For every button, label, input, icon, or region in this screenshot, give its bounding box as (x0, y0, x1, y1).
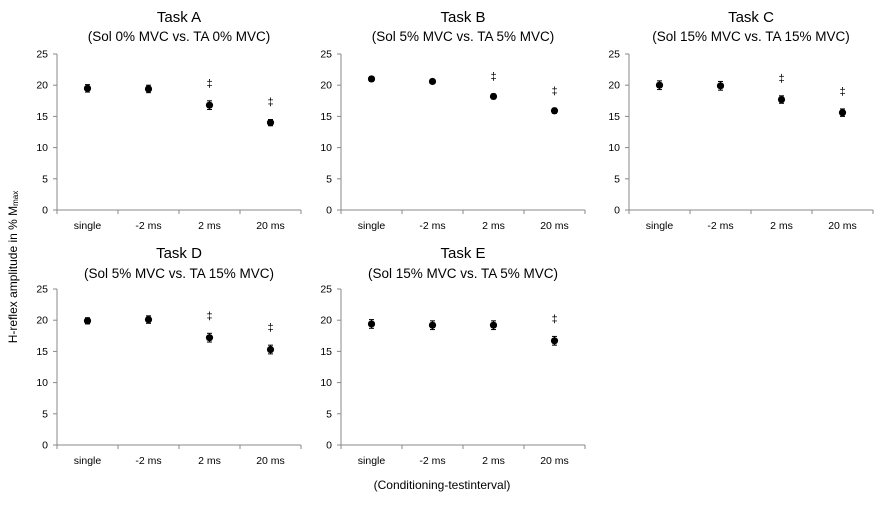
task-d-significance-mark: ‡ (206, 310, 212, 322)
task-d-y-tick-label: 10 (36, 377, 48, 389)
task-e-y-tick-label: 20 (320, 315, 332, 327)
task-c-x-tick-label: 20 ms (828, 220, 857, 232)
task-b-x-tick-label: single (358, 220, 386, 232)
task-b-y-tick-label: 5 (326, 173, 332, 185)
task-a-significance-mark: ‡ (267, 97, 273, 109)
task-a-y-tick-label: 0 (42, 205, 48, 217)
task-d-x-tick-label: -2 ms (135, 455, 161, 467)
task-c-x-tick-label: single (646, 220, 674, 232)
task-c-title: Task C (728, 9, 774, 26)
task-d-x-tick-label: 2 ms (198, 455, 221, 467)
task-c-subtitle: (Sol 15% MVC vs. TA 15% MVC) (652, 29, 850, 44)
task-e-data-point (550, 337, 559, 345)
task-c-y-tick-label: 25 (608, 49, 620, 61)
task-a-subtitle: (Sol 0% MVC vs. TA 0% MVC) (88, 29, 271, 44)
task-c-x-tick-label: -2 ms (707, 220, 733, 232)
task-e-x-tick-label: 20 ms (540, 455, 569, 467)
task-e-panel: Task E (Sol 15% MVC vs. TA 5% MVC) 0 5 10 15 2… (320, 245, 586, 467)
task-b-title: Task B (440, 9, 485, 26)
task-e-title: Task E (440, 245, 485, 262)
task-e-data-point (489, 321, 498, 329)
task-c-data-point (777, 95, 786, 104)
task-c-y-tick-label: 0 (614, 205, 620, 217)
task-d-data-point (205, 334, 214, 342)
task-a-data-point (205, 101, 214, 109)
task-e-y-tick-label: 10 (320, 377, 332, 389)
task-a-y-tick-label: 10 (36, 142, 48, 154)
task-b-data-point (428, 77, 437, 86)
task-d-y-tick-label: 0 (42, 440, 48, 452)
task-d-data-point (144, 315, 153, 324)
task-a-y-tick-label: 15 (36, 111, 48, 123)
task-a-x-tick-label: single (74, 220, 102, 232)
task-b-x-tick-label: -2 ms (419, 220, 445, 232)
task-e-subtitle: (Sol 15% MVC vs. TA 5% MVC) (368, 266, 558, 281)
task-b-y-tick-label: 20 (320, 80, 332, 92)
x-axis-caption: (Conditioning-testinterval) (373, 478, 511, 492)
task-a-panel: Task A (Sol 0% MVC vs. TA 0% MVC) 0 5 10 15 20… (36, 9, 302, 232)
task-c-y-tick-label: 5 (614, 173, 620, 185)
task-b-data-point (489, 92, 498, 101)
task-a-x-tick-label: 2 ms (198, 220, 221, 232)
task-b-y-tick-label: 0 (326, 205, 332, 217)
task-b-data-point (550, 107, 559, 115)
task-e-y-tick-label: 5 (326, 408, 332, 420)
task-e-data-point (367, 320, 376, 328)
task-c-data-point (716, 82, 725, 90)
task-c-y-tick-label: 15 (608, 111, 620, 123)
task-d-y-tick-label: 20 (36, 315, 48, 327)
task-c-significance-mark: ‡ (778, 73, 784, 85)
task-c-data-point (838, 109, 847, 117)
task-c-significance-mark: ‡ (839, 86, 845, 98)
task-d-subtitle: (Sol 5% MVC vs. TA 15% MVC) (84, 266, 274, 281)
task-d-x-tick-label: 20 ms (256, 455, 285, 467)
task-d-x-tick-label: single (74, 455, 102, 467)
task-c-y-tick-label: 10 (608, 142, 620, 154)
task-b-y-tick-label: 15 (320, 111, 332, 123)
task-b-x-tick-label: 20 ms (540, 220, 569, 232)
task-d-y-tick-label: 25 (36, 284, 48, 296)
task-e-y-tick-label: 15 (320, 346, 332, 358)
task-b-significance-mark: ‡ (551, 85, 557, 97)
task-c-data-point (655, 81, 664, 89)
task-a-y-tick-label: 20 (36, 80, 48, 92)
task-c-x-tick-label: 2 ms (770, 220, 793, 232)
task-a-x-tick-label: 20 ms (256, 220, 285, 232)
y-axis-label-main: H-reflex amplitude in % M (6, 205, 20, 344)
task-d-title: Task D (156, 245, 202, 262)
task-d-y-tick-label: 5 (42, 408, 48, 420)
task-b-y-tick-label: 10 (320, 142, 332, 154)
task-b-data-point (367, 75, 376, 83)
task-a-data-point (144, 85, 153, 93)
task-b-panel: Task B (Sol 5% MVC vs. TA 5% MVC) 0 5 10 15 20… (320, 9, 586, 232)
task-c-panel: Task C (Sol 15% MVC vs. TA 15% MVC) 0 5 10 15… (608, 9, 874, 232)
task-c-y-tick-label: 20 (608, 80, 620, 92)
task-b-x-tick-label: 2 ms (482, 220, 505, 232)
task-d-panel: Task D (Sol 5% MVC vs. TA 15% MVC) 0 5 10 15 2… (36, 245, 302, 467)
task-a-x-tick-label: -2 ms (135, 220, 161, 232)
task-a-data-point (266, 119, 275, 127)
task-e-x-tick-label: single (358, 455, 386, 467)
y-axis-label-subscript: max (11, 190, 20, 206)
task-e-y-tick-label: 25 (320, 284, 332, 296)
task-d-data-point (83, 317, 92, 325)
task-a-data-point (83, 84, 92, 92)
task-b-y-tick-label: 25 (320, 49, 332, 61)
task-d-y-tick-label: 15 (36, 346, 48, 358)
task-b-significance-mark: ‡ (490, 71, 496, 83)
task-b-subtitle: (Sol 5% MVC vs. TA 5% MVC) (372, 29, 555, 44)
task-a-y-tick-label: 25 (36, 49, 48, 61)
task-d-significance-mark: ‡ (267, 322, 273, 334)
task-a-significance-mark: ‡ (206, 78, 212, 90)
task-e-y-tick-label: 0 (326, 440, 332, 452)
task-e-x-tick-label: -2 ms (419, 455, 445, 467)
task-d-data-point (266, 345, 275, 354)
task-a-y-tick-label: 5 (42, 173, 48, 185)
task-e-data-point (428, 321, 437, 329)
task-a-title: Task A (157, 9, 201, 26)
task-e-significance-mark: ‡ (551, 313, 557, 325)
task-e-x-tick-label: 2 ms (482, 455, 505, 467)
